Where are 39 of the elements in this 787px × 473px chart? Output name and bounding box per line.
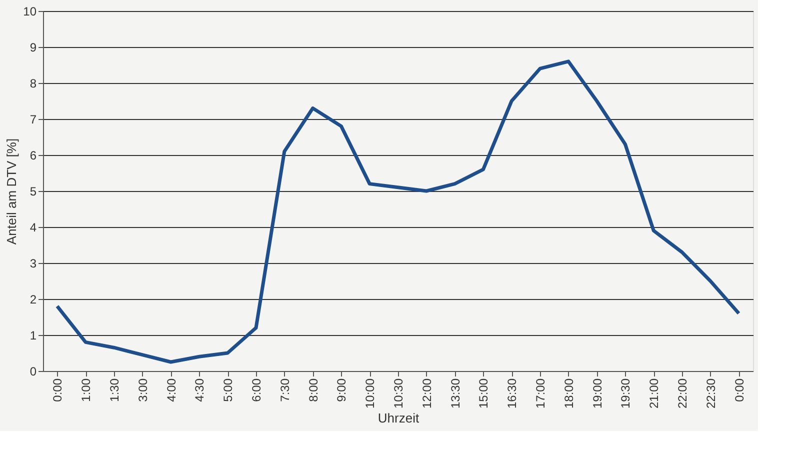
y-tick-label: 7 bbox=[30, 112, 37, 126]
x-tick-label: 19:00 bbox=[590, 378, 604, 409]
x-tick-label: 0:00 bbox=[732, 378, 746, 402]
y-tick-label: 10 bbox=[23, 4, 37, 18]
x-tick-label: 3:00 bbox=[136, 378, 150, 402]
x-tick-label: 5:00 bbox=[221, 378, 236, 402]
y-tick-label: 3 bbox=[30, 256, 37, 270]
x-tick-label: 15:00 bbox=[476, 378, 491, 409]
x-tick-label: 22:30 bbox=[704, 378, 718, 409]
x-tick-label: 1:00 bbox=[79, 378, 94, 402]
y-tick-label: 5 bbox=[30, 184, 37, 198]
x-tick-label: 4:30 bbox=[192, 378, 207, 402]
x-tick-label: 12:00 bbox=[420, 378, 434, 409]
line-series bbox=[55, 60, 741, 364]
y-tick-label: 1 bbox=[30, 328, 37, 342]
x-tick-label: 10:00 bbox=[363, 378, 378, 409]
x-tick-label: 16:30 bbox=[505, 378, 520, 409]
x-tick-label: 8:00 bbox=[306, 378, 320, 402]
x-tick-label: 19:30 bbox=[618, 378, 633, 409]
y-tick-label: 9 bbox=[30, 40, 37, 54]
x-axis-title: Uhrzeit bbox=[378, 410, 420, 426]
x-tick-label: 22:00 bbox=[676, 378, 690, 409]
y-tick-label: 4 bbox=[30, 220, 37, 234]
x-tick-label: 9:00 bbox=[334, 378, 349, 402]
x-tick-label: 17:00 bbox=[534, 378, 548, 409]
x-tick-label: 10:30 bbox=[392, 378, 406, 409]
x-tick-label: 6:00 bbox=[250, 378, 264, 402]
y-tick-label: 6 bbox=[30, 148, 37, 162]
x-tick-label: 1:30 bbox=[108, 378, 122, 402]
y-tick-label: 2 bbox=[30, 292, 37, 306]
y-axis-title: Anteil am DTV [%] bbox=[4, 138, 20, 245]
x-tick-label: 0:00 bbox=[50, 378, 65, 402]
x-tick-label: 4:00 bbox=[164, 378, 178, 402]
x-tick-label: 21:00 bbox=[647, 378, 662, 409]
x-tick-label: 7:30 bbox=[278, 378, 292, 402]
x-tick-label: 13:30 bbox=[448, 378, 462, 409]
x-tick-label: 18:00 bbox=[562, 378, 576, 409]
y-tick-label: 0 bbox=[30, 364, 37, 378]
y-tick-label: 8 bbox=[30, 76, 37, 90]
